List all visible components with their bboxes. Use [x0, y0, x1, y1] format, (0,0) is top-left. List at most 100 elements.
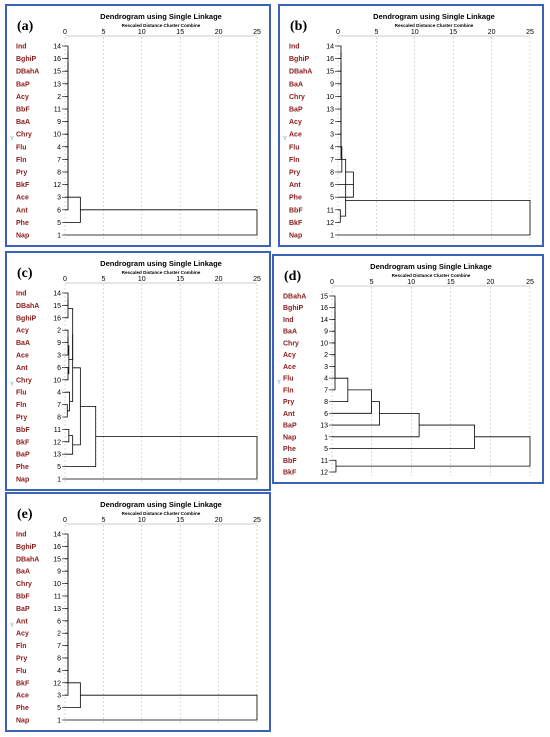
y-marker-glyph: Y — [283, 137, 287, 143]
leaf-label: Ace — [16, 353, 29, 360]
leaf-label: BbF — [16, 594, 30, 601]
leaf-label: BaA — [283, 329, 297, 336]
leaf-id: 6 — [324, 411, 328, 418]
leaf-id: 15 — [320, 294, 328, 301]
x-tick-label: 0 — [63, 517, 67, 524]
x-tick-label: 5 — [101, 517, 105, 524]
leaf-label: BaP — [16, 452, 30, 459]
leaf-id: 8 — [324, 399, 328, 406]
x-tick-label: 5 — [101, 29, 105, 36]
leaf-label: BbF — [16, 427, 30, 434]
leaf-id: 16 — [53, 544, 61, 551]
merge-link — [338, 159, 347, 185]
x-tick-label: 20 — [488, 29, 496, 36]
merge-link — [65, 540, 69, 560]
leaf-label: BaP — [16, 81, 30, 88]
x-tick-label: 20 — [215, 276, 223, 283]
merge-link — [72, 367, 81, 446]
leaf-id: 16 — [53, 315, 61, 322]
leaf-label: Flu — [16, 668, 27, 675]
leaf-label: BghiP — [16, 315, 37, 322]
leaf-id: 3 — [57, 195, 61, 202]
leaf-id: 8 — [330, 170, 334, 177]
leaf-id: 6 — [57, 365, 61, 372]
x-tick-label: 15 — [176, 29, 184, 36]
leaf-label: Phe — [16, 464, 29, 471]
x-tick-label: 10 — [138, 517, 146, 524]
dendrogram-panel-a: (a) Dendrogram using Single Linkage Rescal… — [5, 4, 271, 247]
leaf-label: Pry — [16, 415, 27, 422]
x-tick-label: 25 — [253, 276, 261, 283]
chart-subtitle: Rescaled Distance Cluster Combine — [395, 23, 474, 28]
x-tick-label: 20 — [215, 29, 223, 36]
leaf-label: Ind — [289, 44, 300, 51]
merge-link — [68, 345, 70, 374]
chart-subtitle: Rescaled Distance Cluster Combine — [122, 23, 201, 28]
merge-link — [65, 45, 69, 59]
leaf-id: 1 — [324, 434, 328, 441]
leaf-label: BaA — [16, 119, 30, 126]
leaf-id: 12 — [320, 470, 328, 477]
leaf-id: 12 — [53, 439, 61, 446]
x-tick-label: 25 — [253, 29, 261, 36]
merge-link — [65, 436, 258, 480]
dendrogram-svg: (e) Dendrogram using Single Linkage Rescal… — [10, 500, 261, 725]
x-tick-label: 15 — [176, 517, 184, 524]
dendrogram-svg: (a) Dendrogram using Single Linkage Rescal… — [10, 12, 261, 240]
leaf-id: 11 — [327, 207, 334, 214]
merge-link — [65, 209, 258, 236]
merge-link — [332, 366, 336, 391]
merge-link — [65, 694, 258, 721]
leaf-id: 2 — [324, 352, 328, 359]
leaf-label: Ant — [283, 411, 295, 418]
chart-subtitle: Rescaled Distance Cluster Combine — [122, 270, 201, 275]
leaf-label: Nap — [283, 434, 296, 441]
leaf-label: DBahA — [283, 294, 306, 301]
leaf-label: Nap — [16, 233, 29, 240]
leaf-label: Phe — [16, 705, 29, 712]
x-tick-label: 15 — [449, 29, 457, 36]
leaf-id: 16 — [320, 305, 328, 312]
leaf-label: Ant — [16, 618, 28, 625]
leaf-label: Ace — [289, 132, 302, 139]
leaf-label: Ace — [16, 693, 29, 700]
leaf-label: BkF — [283, 470, 297, 477]
leaf-id: 1 — [57, 477, 61, 484]
leaf-id: 13 — [53, 81, 61, 88]
leaf-label: DBahA — [16, 303, 39, 310]
leaf-label: Ind — [283, 317, 294, 324]
leaf-label: Acy — [16, 631, 29, 638]
chart-title: Dendrogram using Single Linkage — [100, 259, 222, 268]
leaf-id: 11 — [54, 107, 61, 114]
merge-link — [65, 292, 69, 306]
leaf-id: 16 — [53, 56, 61, 63]
leaf-id: 9 — [330, 81, 334, 88]
leaf-id: 14 — [320, 317, 328, 324]
leaf-id: 10 — [53, 377, 61, 384]
leaf-label: BaA — [16, 340, 30, 347]
leaf-id: 14 — [326, 44, 334, 51]
x-tick-label: 0 — [63, 276, 67, 283]
chart-subtitle: Rescaled Distance Cluster Combine — [122, 511, 201, 516]
x-tick-label: 0 — [63, 29, 67, 36]
merge-link — [65, 336, 69, 356]
merge-link — [65, 329, 69, 343]
leaf-id: 2 — [57, 328, 61, 335]
leaf-id: 16 — [326, 56, 334, 63]
merge-link — [332, 310, 336, 332]
leaf-label: Chry — [16, 581, 32, 588]
leaf-label: BbF — [289, 207, 303, 214]
leaf-id: 15 — [53, 556, 61, 563]
leaf-id: 11 — [54, 427, 61, 434]
merge-link — [332, 459, 337, 473]
leaf-id: 10 — [320, 340, 328, 347]
leaf-label: BaA — [16, 569, 30, 576]
leaf-id: 5 — [57, 705, 61, 712]
leaf-id: 13 — [53, 606, 61, 613]
leaf-label: Pry — [16, 656, 27, 663]
leaf-label: Phe — [283, 446, 296, 453]
x-tick-label: 10 — [411, 29, 419, 36]
merge-link — [332, 401, 380, 426]
leaf-id: 2 — [57, 94, 61, 101]
leaf-id: 7 — [330, 157, 334, 164]
